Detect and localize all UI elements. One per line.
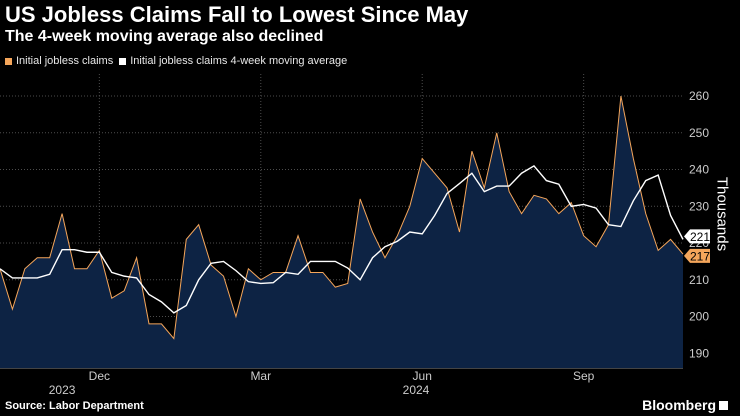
chart-title: US Jobless Claims Fall to Lowest Since M… xyxy=(5,2,469,27)
y-tick-label: 190 xyxy=(689,346,709,360)
legend-item-average: Initial jobless claims 4-week moving ave… xyxy=(119,55,347,67)
y-tick-label: 260 xyxy=(689,89,709,103)
average-end-label: 221 xyxy=(684,229,710,244)
average-line xyxy=(0,164,684,314)
claims-area xyxy=(0,96,683,369)
bloomberg-icon xyxy=(719,401,728,410)
legend-swatch-average xyxy=(119,57,127,65)
claims-line xyxy=(0,95,684,340)
x-year-label: 2023 xyxy=(49,383,76,397)
legend-item-claims: Initial jobless claims xyxy=(5,55,113,67)
average-end-label-box xyxy=(684,229,710,244)
legend-label-average: Initial jobless claims 4-week moving ave… xyxy=(130,55,348,67)
claims-end-label-box xyxy=(684,248,710,263)
source-note: Source: Labor Department xyxy=(5,400,144,412)
chart-legend: Initial jobless claims Initial jobless c… xyxy=(5,55,353,67)
chart-subtitle: The 4-week moving average also declined xyxy=(5,28,324,45)
x-year-label: 2024 xyxy=(403,383,430,397)
x-tick-label: Jun xyxy=(413,369,432,383)
x-tick-label: Mar xyxy=(250,369,271,383)
y-tick-label: 230 xyxy=(689,199,709,213)
legend-swatch-claims xyxy=(5,57,12,65)
brand-logo-text: Bloomberg xyxy=(642,397,716,413)
x-tick-label: Sep xyxy=(573,369,595,383)
legend-label-claims: Initial jobless claims xyxy=(16,55,114,67)
y-tick-label: 250 xyxy=(689,126,709,140)
y-tick-label: 210 xyxy=(689,273,709,287)
claims-end-label: 217 xyxy=(684,248,710,263)
claims-end-label-text: 217 xyxy=(690,249,710,263)
y-axis-label: Thousands xyxy=(713,176,731,252)
y-tick-label: 240 xyxy=(689,163,709,177)
y-tick-label: 200 xyxy=(689,310,709,324)
average-end-label-text: 221 xyxy=(690,230,710,244)
x-tick-label: Dec xyxy=(89,369,110,383)
